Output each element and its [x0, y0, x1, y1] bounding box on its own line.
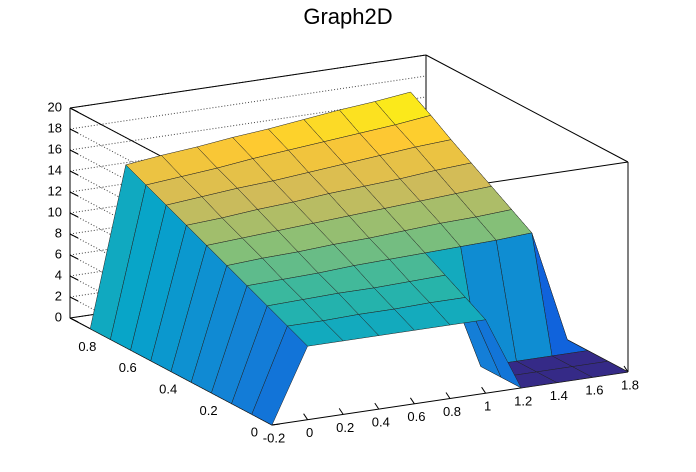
z-tick — [69, 191, 79, 197]
z-tick-label: 8 — [55, 225, 62, 240]
x-tick-label: 0.4 — [372, 415, 390, 430]
z-tick — [69, 212, 79, 218]
x-tick-label: 1 — [484, 399, 491, 414]
z-tick-label: 2 — [55, 288, 62, 303]
x-tick-label: 0.6 — [407, 409, 425, 424]
z-tick — [69, 254, 79, 260]
z-tick — [69, 128, 79, 134]
z-tick-label: 0 — [55, 309, 62, 324]
x-tick — [374, 402, 380, 410]
axis-box — [425, 54, 629, 163]
z-tick — [69, 233, 79, 239]
x-tick — [338, 408, 344, 415]
x-tick-label: 1.6 — [585, 383, 603, 398]
x-tick — [445, 392, 451, 399]
z-tick — [69, 275, 79, 281]
x-tick-label: 0 — [306, 425, 313, 440]
x-tick — [303, 413, 309, 420]
z-tick-label: 14 — [48, 162, 62, 177]
z-tick — [69, 170, 79, 176]
z-tick-label: 12 — [48, 183, 62, 198]
x-tick — [409, 397, 415, 405]
surface-cell — [251, 325, 308, 426]
z-tick-label: 18 — [48, 120, 62, 135]
x-tick-label: 1.2 — [514, 393, 532, 408]
x-tick-label: 0.8 — [443, 404, 461, 419]
z-tick-label: 4 — [55, 267, 62, 282]
axis-box — [69, 54, 427, 109]
y-tick-label: 0.8 — [78, 339, 96, 354]
y-tick — [271, 423, 281, 426]
x-tick-label: 1.4 — [550, 388, 568, 403]
y-tick-label: 0.2 — [200, 403, 218, 418]
x-tick-label: 0.2 — [336, 420, 354, 435]
x-tick — [481, 386, 487, 394]
z-tick-label: 6 — [55, 246, 62, 261]
x-tick-label: -0.2 — [263, 430, 285, 445]
y-tick-label: 0.6 — [119, 360, 137, 375]
x-tick — [623, 365, 629, 373]
y-tick-label: 0 — [251, 424, 258, 439]
z-tick — [69, 149, 79, 155]
z-tick-label: 20 — [48, 99, 62, 114]
y-tick-label: 0.4 — [159, 382, 177, 397]
z-tick — [69, 296, 79, 302]
x-tick-label: 1.8 — [621, 377, 639, 392]
z-tick-label: 10 — [48, 204, 62, 219]
chart-title: Graph2D — [303, 4, 392, 29]
z-tick-label: 16 — [48, 141, 62, 156]
